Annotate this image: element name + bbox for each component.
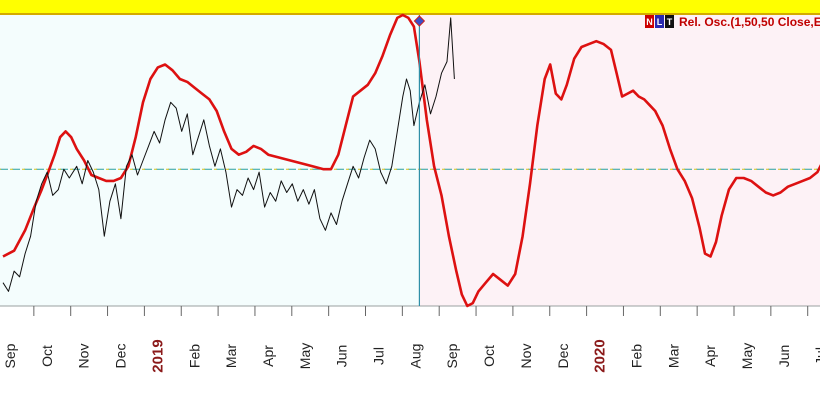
badge-n-letter: N (646, 17, 653, 27)
x-axis-month-label: Nov (518, 344, 534, 369)
badge-n-icon (645, 15, 654, 28)
price-series-line (2, 17, 455, 292)
legend-label: Rel. Osc.(1,50,50 Close,Er (679, 15, 820, 29)
x-axis-month-label: Apr (702, 345, 718, 367)
x-axis-year-label: 2020 (592, 339, 609, 372)
x-axis-month-label: Mar (665, 344, 681, 368)
x-axis-ticks (33, 306, 809, 316)
x-axis-month-label: Jun (334, 345, 350, 368)
x-axis-month-label: Feb (186, 344, 202, 368)
badge-l-icon (655, 15, 664, 28)
x-axis-month-label: Dec (555, 344, 571, 369)
badge-t-letter: T (667, 17, 673, 27)
x-axis-month-label: Aug (407, 344, 423, 369)
x-axis-month-label: Jul (813, 347, 820, 365)
x-axis-month-label: Jun (776, 345, 792, 368)
x-axis-month-label: Nov (76, 344, 92, 369)
badge-l-letter: L (657, 17, 663, 27)
x-axis-month-label: May (297, 343, 313, 369)
past-region-background (0, 15, 420, 306)
projection-region-background (419, 15, 820, 306)
x-axis-year-label: 2019 (149, 339, 166, 372)
x-axis-month-label: Jul (371, 347, 387, 365)
oscillator-series-line (2, 13, 820, 308)
top-boundary-band (0, 0, 820, 13)
x-axis-month-label: Apr (260, 345, 276, 367)
x-axis-month-label: Mar (223, 344, 239, 368)
x-axis-month-label: Sep (444, 343, 460, 368)
cursor-diamond-icon[interactable] (413, 15, 426, 27)
x-axis-background (0, 306, 820, 400)
x-axis-month-label: Feb (629, 344, 645, 368)
x-axis-month-label: Sep (2, 343, 18, 368)
legend: N L T Rel. Osc.(1,50,50 Close,Er (645, 15, 820, 29)
x-axis-labels: Sep Oct Nov Dec 2019 Feb Mar Apr May Jun Jul Aug Sep… (2, 339, 820, 372)
x-axis-month-label: Oct (481, 345, 497, 367)
badge-t-icon (665, 15, 674, 28)
x-axis-month-label: Dec (113, 344, 129, 369)
x-axis-month-label: Oct (39, 345, 55, 367)
x-axis-month-label: May (739, 343, 755, 369)
